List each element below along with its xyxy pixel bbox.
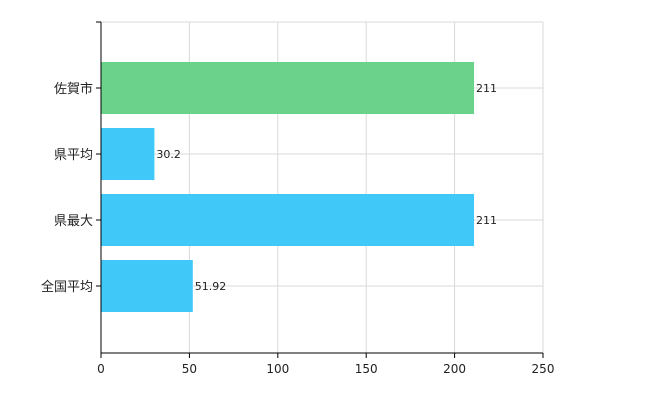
x-tick-label: 250 [532, 362, 555, 376]
data-label: 30.2 [156, 148, 181, 161]
data-label: 51.92 [195, 280, 227, 293]
data-label: 211 [476, 82, 497, 95]
category-label: 県平均 [54, 148, 93, 163]
bar [101, 194, 475, 246]
bars [101, 62, 475, 312]
category-label: 県最大 [54, 214, 93, 229]
labels: 211 佐賀市 30.2 県平均 211 県最大 51.92 全国平均 0 50 100 150 200… [41, 81, 554, 376]
axes [96, 21, 544, 358]
x-tick-label: 50 [182, 362, 197, 376]
x-tick-label: 200 [443, 362, 466, 376]
x-tick-label: 150 [355, 362, 378, 376]
bar [101, 260, 193, 312]
x-tick-label: 100 [266, 362, 289, 376]
category-label: 全国平均 [41, 279, 93, 295]
data-label: 211 [476, 214, 497, 227]
category-label: 佐賀市 [54, 81, 93, 97]
bar [101, 62, 475, 114]
x-tick-label: 0 [97, 362, 105, 376]
bar [101, 128, 155, 180]
